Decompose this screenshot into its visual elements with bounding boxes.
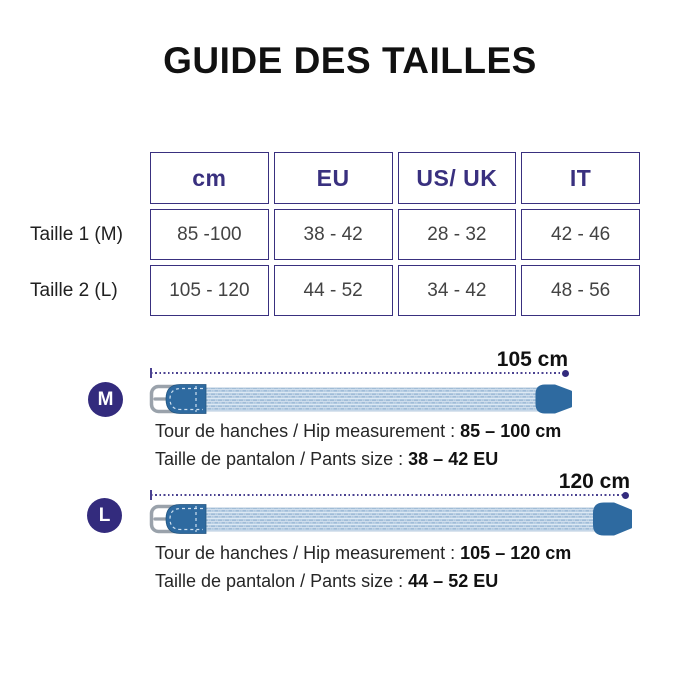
table-header-eu: EU: [273, 152, 393, 204]
belt-m-illustration-icon: [149, 384, 572, 414]
table-row-label-size2: Taille 2 (L): [30, 279, 118, 301]
page-title: GUIDE DES TAILLES: [163, 40, 537, 81]
belt-l-length-label: 120 cm: [558, 470, 630, 493]
belt-m-strap: [177, 387, 551, 412]
table-cell-size1-eu: 38 - 42: [273, 209, 393, 260]
belt-l-pants-line: Taille de pantalon / Pants size : 44 – 5…: [155, 571, 499, 591]
belt-l-caption: Tour de hanches / Hip measurement : 105 …: [155, 542, 571, 598]
table-cell-size2-usuk: 34 - 42: [397, 265, 517, 316]
table-cell-size2-it: 48 - 56: [521, 265, 640, 316]
table-cell-size2-eu: 44 - 52: [273, 265, 393, 316]
belt-l-hip-line: Tour de hanches / Hip measurement : 105 …: [155, 543, 572, 563]
table-cell-size1-cm: 85 -100: [150, 209, 269, 260]
belt-m-measure-dot: [562, 370, 569, 377]
belt-l-size-badge: L: [87, 498, 122, 533]
table-cell-size1-it: 42 - 46: [521, 209, 640, 260]
belt-l-strap: [177, 507, 609, 532]
table-cell-size2-cm: 105 - 120: [150, 265, 269, 316]
belt-l-measure-dot: [622, 492, 629, 499]
belt-m-tip: [535, 384, 572, 414]
belt-m-hip-line: Tour de hanches / Hip measurement : 85 –…: [155, 421, 562, 441]
belt-m-size-badge: M: [88, 382, 123, 417]
belt-m-caption: Tour de hanches / Hip measurement : 85 –…: [155, 420, 561, 476]
table-cell-size1-usuk: 28 - 32: [397, 209, 517, 260]
table-header-cm: cm: [150, 152, 269, 204]
belt-m-length-label: 105 cm: [496, 348, 568, 371]
table-row-label-size1: Taille 1 (M): [30, 223, 123, 245]
size-table: cm EU US/ UK IT 85 -100 38 - 42 28 - 32 …: [150, 152, 640, 316]
belt-l-measure-line: [151, 494, 625, 496]
belt-m-measure-line: [151, 372, 565, 374]
table-header-it: IT: [521, 152, 640, 204]
belt-l-tip: [593, 502, 632, 536]
table-header-us-uk: US/ UK: [397, 152, 517, 204]
belt-l-illustration-icon: [149, 502, 632, 536]
belt-m-pants-line: Taille de pantalon / Pants size : 38 – 4…: [155, 449, 499, 469]
